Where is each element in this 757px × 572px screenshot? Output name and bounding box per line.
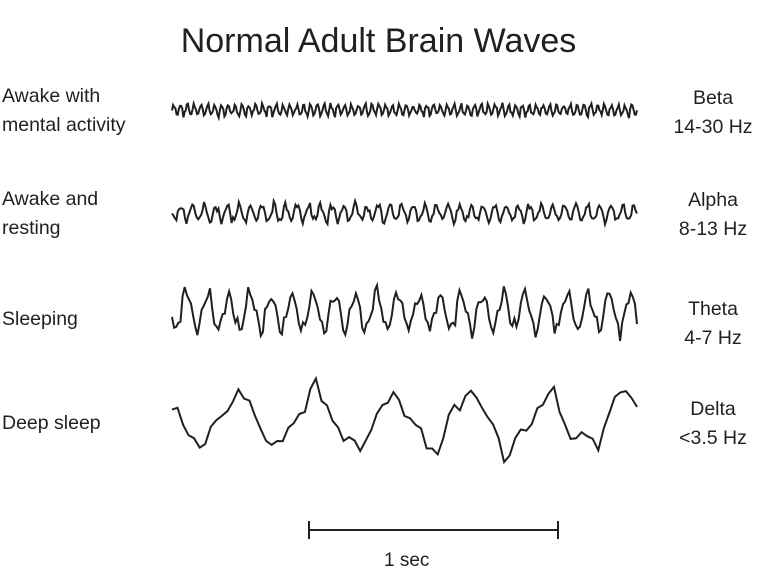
- wave-name: Beta: [692, 87, 734, 109]
- wave-label-beta: Beta 14-30 Hz: [660, 84, 757, 142]
- state-line: Deep sleep: [2, 412, 101, 434]
- theta-waveform: [171, 281, 638, 342]
- state-label-delta: Deep sleep: [2, 409, 101, 438]
- state-line: Sleeping: [2, 308, 78, 330]
- wave-frequency: <3.5 Hz: [679, 427, 747, 449]
- wave-label-theta: Theta 4-7 Hz: [660, 295, 757, 353]
- wave-label-alpha: Alpha 8-13 Hz: [660, 186, 757, 244]
- wave-label-delta: Delta <3.5 Hz: [660, 395, 757, 453]
- scale-bar-label: 1 sec: [384, 550, 430, 571]
- alpha-waveform: [171, 197, 638, 229]
- state-line: resting: [2, 217, 61, 239]
- state-line: mental activity: [2, 114, 126, 136]
- scale-bar: [308, 521, 559, 539]
- beta-waveform: [171, 99, 638, 122]
- state-line: Awake and: [2, 188, 99, 210]
- wave-frequency: 4-7 Hz: [684, 327, 742, 349]
- state-label-beta: Awake with mental activity: [2, 82, 126, 140]
- wave-name: Delta: [690, 398, 736, 420]
- wave-frequency: 8-13 Hz: [678, 218, 748, 240]
- delta-waveform: [171, 375, 638, 465]
- state-label-alpha: Awake and resting: [2, 185, 98, 243]
- state-label-theta: Sleeping: [2, 305, 78, 334]
- wave-frequency: 14-30 Hz: [673, 116, 753, 138]
- wave-name: Alpha: [688, 189, 738, 211]
- page-title: Normal Adult Brain Waves: [180, 22, 577, 60]
- wave-name: Theta: [688, 298, 738, 320]
- state-line: Awake with: [2, 85, 101, 107]
